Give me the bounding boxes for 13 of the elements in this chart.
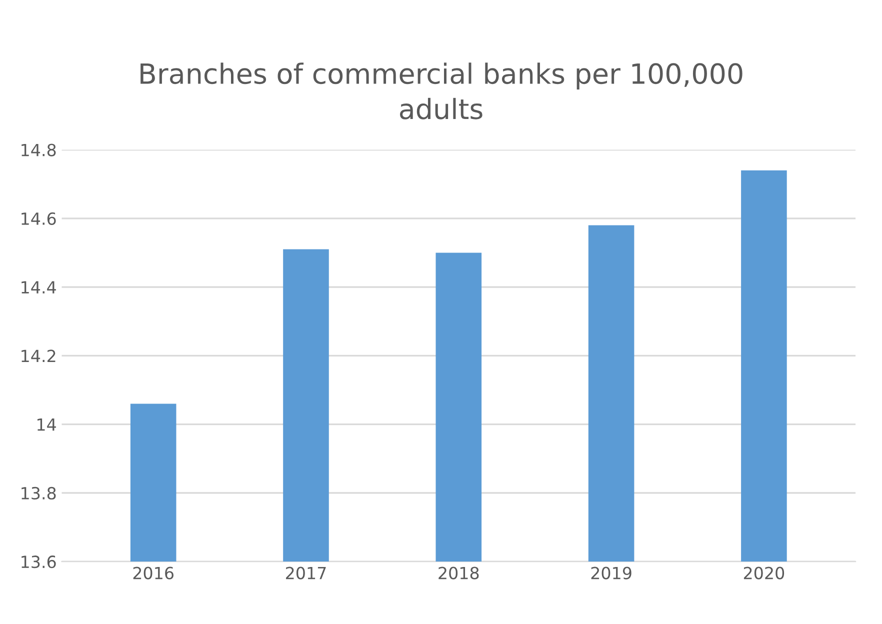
y-tick-label: 14.8 [22, 144, 56, 156]
y-tick-label: 13.6 [22, 556, 56, 568]
y-tick-label: 14 [38, 418, 56, 431]
y-tick-label: 14.4 [22, 281, 56, 294]
y-tick-label: 14.2 [22, 350, 56, 362]
x-tick-label: 2019 [591, 566, 632, 580]
x-tick-label: 2017 [286, 566, 326, 580]
x-tick-label: 2016 [133, 566, 174, 580]
x-tick-label: 2020 [744, 566, 784, 580]
x-tick-label: 2018 [438, 566, 479, 580]
chart-title: Branches of commercial banks per 100,000 adults [140, 62, 742, 120]
y-tick-label: 14.6 [22, 212, 56, 225]
y-tick-label: 13.8 [22, 486, 56, 500]
